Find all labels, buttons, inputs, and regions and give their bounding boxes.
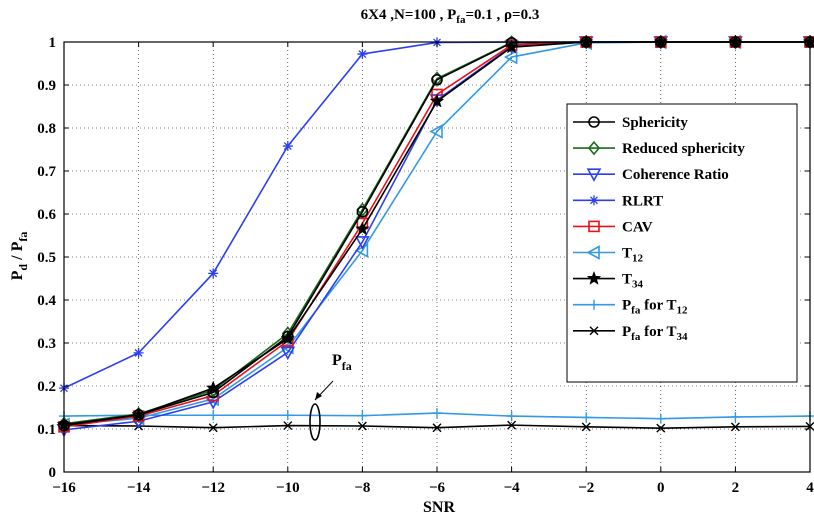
x-tick-label: 2 (732, 480, 740, 496)
data-point (655, 413, 666, 424)
data-point (587, 140, 601, 156)
y-tick-label: 0 (49, 465, 57, 481)
y-tick-label: 0.9 (37, 78, 56, 94)
legend-item: CAV (573, 219, 653, 235)
annotation-arrowhead (315, 392, 322, 400)
legend-item: Pfa for T34 (573, 324, 688, 343)
data-point (280, 330, 296, 345)
x-tick-label: 4 (806, 480, 814, 496)
data-point (589, 326, 599, 336)
data-point (280, 346, 296, 361)
data-point (133, 347, 144, 358)
legend-label: T12 (622, 246, 644, 265)
x-tick-label: −6 (429, 480, 446, 496)
data-point (589, 195, 599, 206)
data-point (205, 380, 221, 395)
legend-label: Pfa for T34 (622, 324, 688, 343)
legend-item: Coherence Ratio (573, 167, 729, 183)
y-tick-label: 0.1 (37, 422, 56, 438)
data-point (355, 236, 370, 250)
data-point (507, 420, 517, 430)
data-point (357, 421, 367, 431)
legend-label: Coherence Ratio (622, 167, 729, 183)
data-point (506, 411, 517, 422)
legend-item: Pfa for T12 (573, 298, 688, 317)
data-point (432, 408, 442, 419)
data-point (586, 270, 602, 285)
x-axis-label: SNR (423, 499, 455, 515)
data-point (586, 245, 600, 260)
y-tick-label: 0.3 (37, 336, 56, 352)
legend-label: CAV (622, 219, 653, 235)
legend-item: RLRT (573, 193, 663, 209)
data-point (282, 410, 293, 421)
series-pfa-for-t34 (59, 420, 814, 433)
data-point (131, 407, 146, 422)
x-tick-label: −12 (201, 480, 225, 496)
legend-item: Reduced sphericity (573, 140, 745, 157)
legend-box (566, 103, 798, 383)
plot-frame (63, 41, 811, 473)
x-tick-label: −10 (276, 480, 300, 496)
data-point (586, 168, 602, 182)
x-tick-label: −14 (127, 480, 151, 496)
data-point (656, 423, 666, 433)
legend-item: Sphericity (573, 115, 688, 131)
data-point (208, 423, 218, 433)
legend-label: T34 (622, 272, 644, 291)
annotation-ellipse (309, 403, 321, 441)
data-point (730, 422, 740, 432)
data-point (208, 410, 219, 421)
data-point (208, 268, 219, 279)
data-point (730, 411, 741, 422)
y-tick-label: 0.8 (37, 121, 56, 137)
legend: Sphericity Reduced sphericity Coherence Ra… (566, 103, 798, 383)
x-tick-label: 0 (657, 480, 665, 496)
data-point (429, 124, 443, 139)
series-pfa-for-t12 (59, 408, 814, 424)
y-axis-label: Pd / Pfa (9, 232, 30, 281)
legend-item: T34 (573, 270, 644, 291)
legend-label: Reduced sphericity (622, 141, 745, 157)
y-tick-label: 0.2 (37, 379, 56, 395)
y-tick-label: 1 (49, 35, 57, 51)
y-tick-label: 0.6 (37, 207, 56, 223)
legend-label: Pfa for T12 (622, 298, 688, 317)
grid (63, 41, 811, 473)
data-point (282, 141, 293, 152)
data-point (581, 422, 591, 432)
data-point (588, 220, 600, 233)
data-point (588, 116, 600, 128)
legend-item: T12 (573, 245, 644, 265)
legend-label: Sphericity (622, 115, 688, 131)
data-point (431, 74, 443, 86)
chart-title: 6X4 ,N=100 , Pfa=0.1 , ρ=0.3 (361, 7, 540, 26)
data-point (429, 93, 445, 108)
x-tick-label: −2 (578, 480, 594, 496)
legend-label: RLRT (622, 193, 663, 209)
y-tick-label: 0.5 (37, 250, 56, 266)
data-point (356, 206, 369, 218)
data-point (357, 410, 368, 421)
x-tick-label: −4 (504, 480, 521, 496)
data-point (355, 221, 370, 236)
x-tick-label: −16 (52, 480, 76, 496)
data-point (357, 49, 368, 60)
annotation-label: Pfa (332, 352, 352, 373)
y-tick-label: 0.7 (37, 164, 56, 180)
pfa-annotation: Pfa (309, 352, 352, 441)
data-point (589, 299, 599, 310)
y-tick-label: 0.4 (37, 293, 56, 309)
data-point (581, 412, 592, 423)
data-point (503, 49, 518, 65)
x-tick-label: −8 (354, 480, 370, 496)
data-point (432, 423, 442, 433)
axes: −16 −14 −12 −10 −8 −6 −4 −2 0 2 4 0 0.1 0.2 0.3 0.4 0.5 0… (37, 35, 814, 496)
data-point (283, 421, 293, 431)
